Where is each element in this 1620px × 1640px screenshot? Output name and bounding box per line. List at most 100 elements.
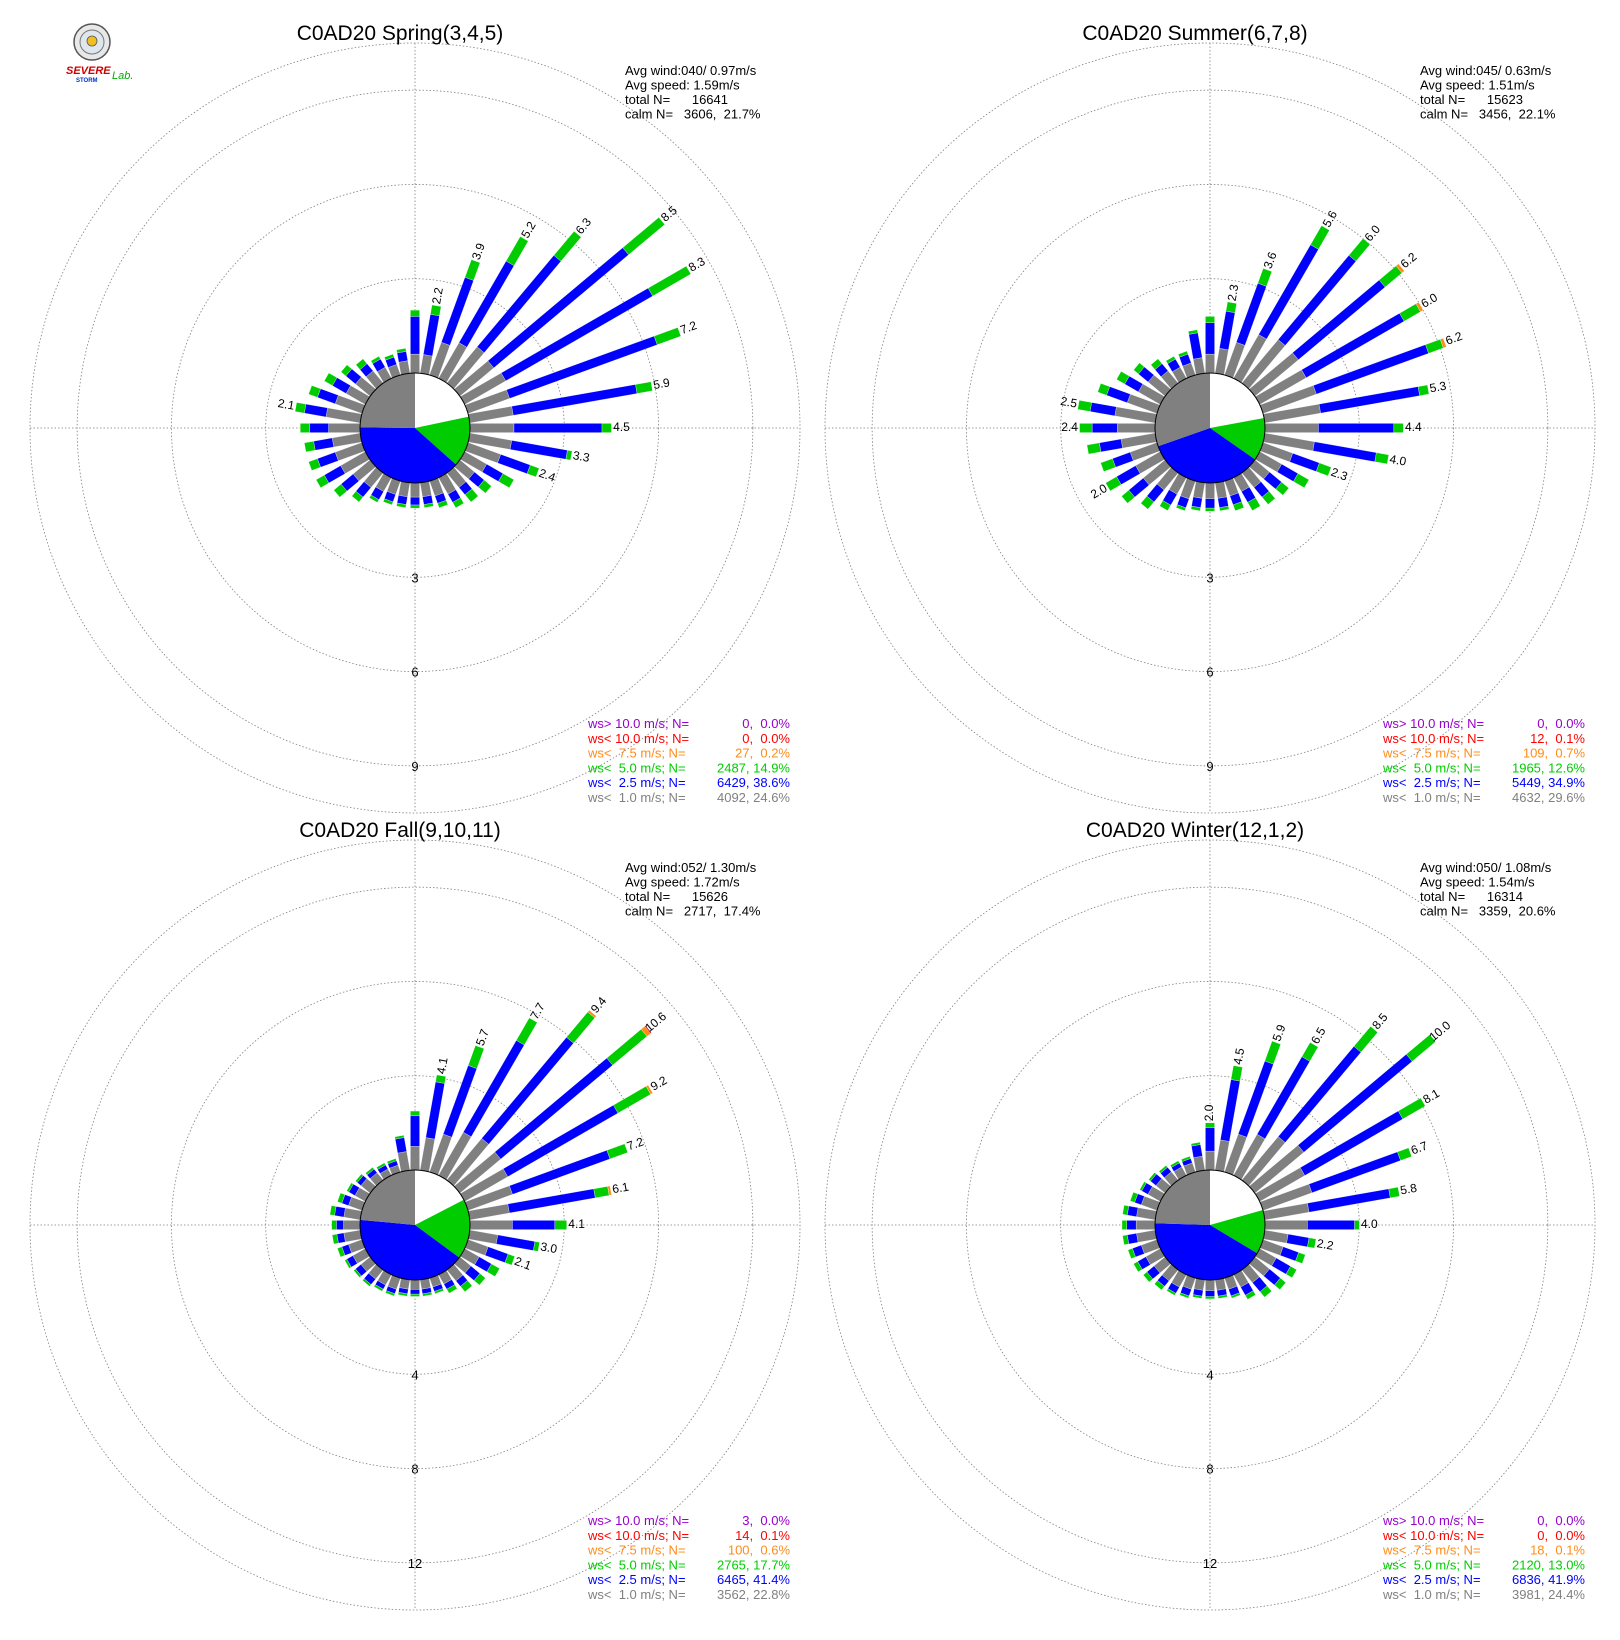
pie-wedge-lt2_5: [359, 1219, 460, 1280]
bar-segment-lt7_5: [1440, 338, 1447, 349]
ring-label: 6: [1206, 665, 1213, 680]
bar-segment-lt5: [478, 479, 492, 494]
bar-segment-lt5: [1374, 452, 1389, 465]
ring-2: [76, 89, 754, 767]
bar-value-label: 7.2: [678, 318, 699, 337]
bar-segment-lt7_5: [1415, 302, 1424, 312]
bar-segment-lt2_5: [1219, 310, 1236, 351]
bar-segment-lt5: [1398, 1097, 1426, 1120]
panel-summer: 3692.33.65.66.06.26.06.25.34.44.02.32.02…: [824, 22, 1596, 814]
bar-segment-lt5: [593, 1186, 610, 1199]
bar-segment-lt5: [647, 265, 692, 297]
bar-value-label: 4.1: [434, 1056, 451, 1075]
bar-value-label: 5.9: [1270, 1022, 1289, 1043]
bar-segment-lt1: [1193, 1155, 1206, 1172]
bar-segment-lt5: [437, 500, 449, 509]
bar-value-label: 6.7: [1409, 1138, 1430, 1157]
bar-segment-lt5: [355, 358, 368, 370]
legend-label: ws> 10.0 m/s; N=: [1382, 716, 1484, 731]
ring-2: [76, 886, 754, 1564]
bar-segment-lt5: [410, 1110, 420, 1116]
stats-line: calm N= 3359, 20.6%: [1420, 904, 1556, 919]
chart-title: C0AD20 Winter(12,1,2): [1086, 819, 1304, 842]
bar-segment-lt5: [340, 364, 352, 377]
bar-segment-lt5: [355, 1173, 364, 1183]
legend-label: ws< 10.0 m/s; N=: [587, 731, 689, 746]
bar-segment-lt2_5: [484, 1246, 509, 1263]
bar-segment-lt5: [1133, 1261, 1143, 1273]
legend-label: ws< 7.5 m/s; N=: [1382, 1543, 1481, 1558]
legend-value: 4092, 24.6%: [717, 790, 790, 805]
calm-wedge: [1210, 1170, 1263, 1225]
ring-label: 4: [411, 1367, 418, 1382]
bar-segment-lt5: [324, 372, 338, 386]
logo-text-severe: SEVERE: [66, 65, 111, 77]
bar-segment-lt5: [1310, 225, 1330, 250]
bar-segment-lt5: [353, 1268, 362, 1278]
legend-label: ws< 2.5 m/s; N=: [1382, 775, 1481, 790]
legend-value: 12, 0.1%: [1530, 731, 1585, 746]
bar-segment-lt5: [460, 1280, 473, 1292]
calm-circle-outline: [1154, 1169, 1266, 1281]
bar-segment-lt5: [565, 450, 573, 461]
stats-line: total N= 16314: [1420, 889, 1523, 904]
bar-segment-lt5: [464, 259, 481, 281]
bar-segment-lt5: [473, 1273, 486, 1286]
calm-circle-outline: [359, 372, 471, 484]
legend-label: ws< 7.5 m/s; N=: [587, 746, 686, 761]
legend-label: ws< 10.0 m/s; N=: [1382, 731, 1484, 746]
bar-segment-lt1: [1214, 481, 1227, 499]
pie-wedge-lt5: [415, 416, 470, 465]
bar-segment-lt5: [1205, 1122, 1215, 1128]
bar-segment-lt1: [469, 423, 515, 433]
bar-segment-lt5: [422, 1292, 433, 1297]
bar-segment-lt2_5: [1205, 322, 1215, 355]
bar-segment-lt2_5: [1106, 386, 1131, 403]
bar-segment-lt2_5: [309, 423, 329, 433]
bar-value-label: 2.0: [1202, 1104, 1216, 1121]
bar-segment-lt5: [385, 1290, 396, 1297]
ring-2: [871, 89, 1549, 767]
bar-segment-lt5: [434, 1288, 444, 1294]
bar-segment-lt5: [373, 1284, 384, 1292]
legend-value: 0, 0.0%: [742, 716, 790, 731]
bar-segment-lt2_5: [1112, 451, 1134, 468]
legend-value: 6465, 41.4%: [717, 1572, 790, 1587]
bar-segment-lt5: [1188, 329, 1199, 335]
bar-segment-lt5: [1158, 1165, 1168, 1174]
bar-value-label: 2.2: [429, 286, 446, 305]
bar-segment-lt5: [384, 353, 395, 361]
bar-value-label: 3.3: [572, 448, 591, 465]
bar-segment-lt1: [1264, 1220, 1308, 1230]
bar-segment-lt5: [386, 1158, 397, 1165]
stats-line: total N= 15626: [625, 889, 728, 904]
legend-label: ws< 2.5 m/s; N=: [587, 1572, 686, 1587]
bar-segment-lt1: [419, 481, 432, 498]
legend-value: 6836, 41.9%: [1512, 1572, 1585, 1587]
bar-segment-lt5: [370, 356, 381, 364]
bar-segment-lt5: [1230, 1292, 1241, 1299]
bar-segment-lt5: [1105, 476, 1122, 492]
legend-value: 3981, 24.4%: [1512, 1587, 1585, 1602]
bar-segment-lt5: [332, 1233, 339, 1245]
bar-segment-lt2_5: [1217, 496, 1229, 508]
bar-segment-lt5: [1165, 356, 1176, 364]
bar-segment-lt1: [1205, 1279, 1215, 1291]
bar-segment-lt5: [1219, 505, 1230, 511]
bar-segment-lt5: [1232, 501, 1245, 511]
bar-value-label: 4.4: [1405, 420, 1422, 434]
calm-wedge: [415, 373, 469, 428]
pie-wedge-lt1: [1155, 1170, 1210, 1225]
bar-segment-lt1: [398, 481, 411, 498]
stats-line: Avg wind:050/ 1.08m/s: [1420, 860, 1552, 875]
legend-label: ws< 1.0 m/s; N=: [1382, 1587, 1481, 1602]
logo-text-storm: STORM: [76, 78, 98, 84]
bar-segment-lt2_5: [1127, 1205, 1139, 1217]
ring-label: 8: [411, 1462, 418, 1477]
bar-segment-lt7_5: [607, 1185, 612, 1196]
bar-segment-lt2_5: [1301, 313, 1405, 378]
legend-label: ws< 1.0 m/s; N=: [587, 790, 686, 805]
calm-wedge: [1210, 373, 1265, 428]
bar-segment-lt5: [1393, 423, 1404, 433]
